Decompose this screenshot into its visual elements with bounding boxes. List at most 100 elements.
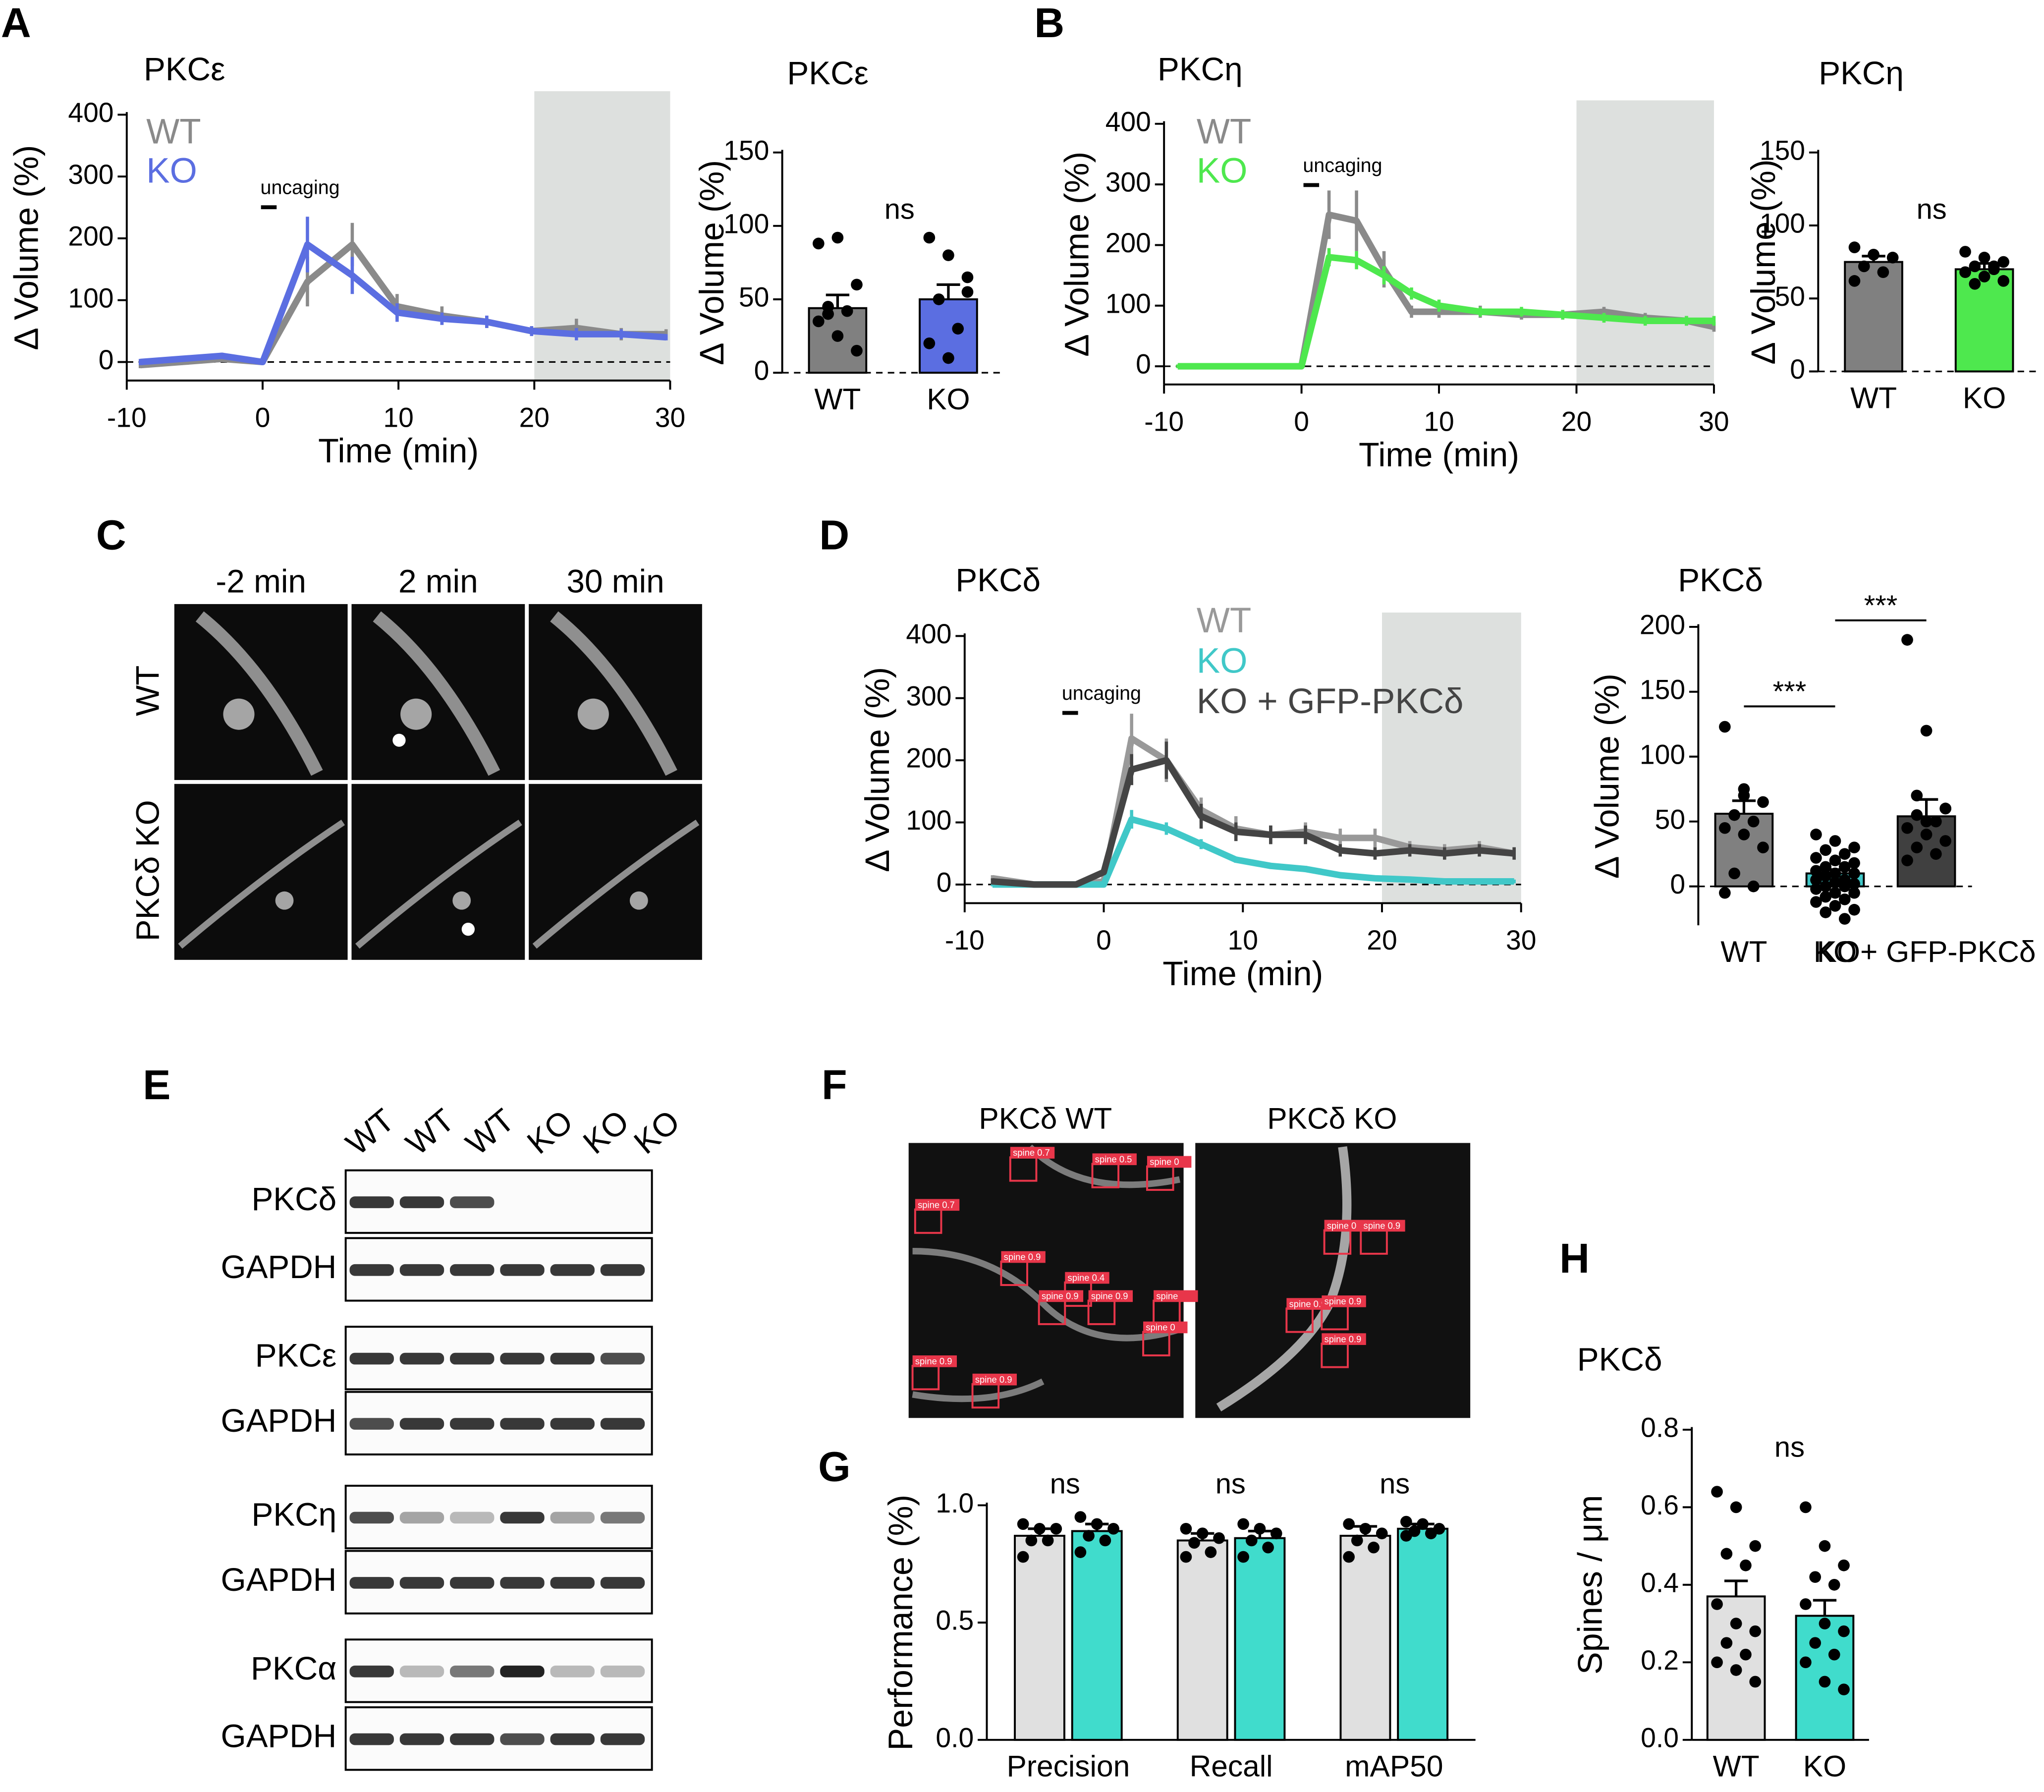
band (349, 1665, 394, 1678)
band (500, 1577, 545, 1589)
y-axis-label: Δ Volume (%) (693, 160, 731, 365)
data-point (942, 352, 954, 364)
band (450, 1352, 495, 1365)
data-point (1838, 848, 1851, 860)
data-point (1820, 906, 1832, 918)
data-point (1829, 876, 1841, 889)
data-point (1749, 1540, 1762, 1552)
data-point (1254, 1522, 1266, 1535)
data-point (1809, 1637, 1822, 1649)
shaded-period (1576, 100, 1714, 385)
series-line (992, 757, 1515, 888)
annotation: ns (1380, 1468, 1410, 1500)
data-point (1425, 1527, 1437, 1540)
data-point (1848, 275, 1861, 287)
x-tick-label: 30 (1699, 406, 1729, 437)
x-tick-label: mAP50 (1345, 1749, 1443, 1783)
dendrite (178, 819, 345, 949)
data-point (1930, 848, 1942, 860)
y-tick-label: 1.0 (936, 1488, 974, 1518)
data-point (1719, 887, 1731, 899)
data-point (1848, 903, 1860, 916)
data-point (1376, 1527, 1388, 1540)
lane-label: WT (399, 1101, 461, 1162)
data-point (1017, 1518, 1029, 1530)
x-axis-label: Time (min) (1162, 955, 1323, 993)
detection-label: spine 0.9 (1042, 1291, 1079, 1301)
band (349, 1196, 394, 1208)
y-axis-label: Δ Volume (%) (1745, 159, 1782, 364)
data-point (1810, 865, 1822, 877)
data-point (1838, 880, 1851, 893)
band (550, 1733, 595, 1745)
blot-label: GAPDH (221, 1718, 336, 1754)
x-tick-label: Recall (1190, 1749, 1273, 1783)
detection-tag (1322, 1333, 1366, 1345)
data-point (1810, 896, 1822, 908)
data-point (1939, 835, 1951, 847)
x-tick-label: KO (1803, 1749, 1846, 1783)
band (349, 1264, 394, 1276)
y-tick-label: 200 (906, 743, 951, 774)
data-point (1180, 1551, 1192, 1563)
data-point (961, 271, 974, 283)
y-tick-label: 400 (906, 618, 951, 649)
x-tick-label: WT (1850, 381, 1897, 414)
blot-label: PKCη (251, 1496, 336, 1532)
spine (400, 698, 432, 730)
spine (223, 698, 255, 730)
band (500, 1418, 545, 1430)
data-point (1730, 1618, 1742, 1629)
y-tick-label: 100 (1105, 288, 1151, 319)
data-point (923, 231, 936, 244)
y-tick-label: 0.6 (1641, 1490, 1679, 1520)
data-point (1901, 634, 1913, 646)
dendrite (355, 819, 522, 949)
band (450, 1665, 495, 1678)
data-point (1025, 1534, 1038, 1547)
lane-label: WT (459, 1101, 521, 1162)
series-line (992, 816, 1514, 888)
band (600, 1512, 645, 1524)
band (450, 1418, 495, 1430)
data-point (1720, 1637, 1733, 1649)
column-label: -2 min (216, 563, 306, 600)
y-tick-label: 50 (739, 282, 769, 313)
band (450, 1577, 495, 1589)
data-point (1711, 1486, 1723, 1498)
spine (629, 891, 648, 910)
y-tick-label: 100 (906, 805, 951, 836)
y-tick-label: 400 (68, 97, 113, 128)
row-label: WT (129, 666, 166, 716)
data-point (1188, 1537, 1200, 1549)
micrograph (908, 1143, 1184, 1418)
x-tick-label: 30 (1506, 925, 1536, 955)
spine (452, 891, 471, 910)
annotation: *** (1773, 675, 1807, 707)
x-tick-label: KO+ GFP-PKCδ (1817, 935, 2036, 968)
data-point (1809, 1571, 1822, 1583)
chart-title: PKCε (787, 55, 868, 91)
data-point (1738, 829, 1750, 840)
data-point (1719, 822, 1731, 834)
series-line (1177, 254, 1714, 370)
y-tick-label: 200 (68, 221, 113, 252)
data-point (1868, 249, 1879, 261)
detection-tag (1088, 1290, 1133, 1302)
data-point (1820, 870, 1832, 882)
x-tick-label: 0 (1294, 406, 1309, 437)
y-tick-label: 100 (68, 282, 113, 313)
detection-label: spine 0.7 (1013, 1147, 1050, 1158)
x-axis-label: Time (min) (1359, 436, 1519, 474)
data-point (1800, 1656, 1812, 1669)
y-tick-label: 200 (1105, 227, 1151, 258)
band (500, 1733, 545, 1745)
x-tick-label: 20 (519, 402, 550, 433)
data-point (831, 330, 844, 342)
data-point (1978, 271, 1990, 282)
image-title: PKCδ WT (979, 1102, 1112, 1135)
data-point (1810, 829, 1822, 840)
band (349, 1418, 394, 1430)
data-point (1901, 822, 1913, 834)
chart-title: PKCδ (1678, 561, 1763, 598)
